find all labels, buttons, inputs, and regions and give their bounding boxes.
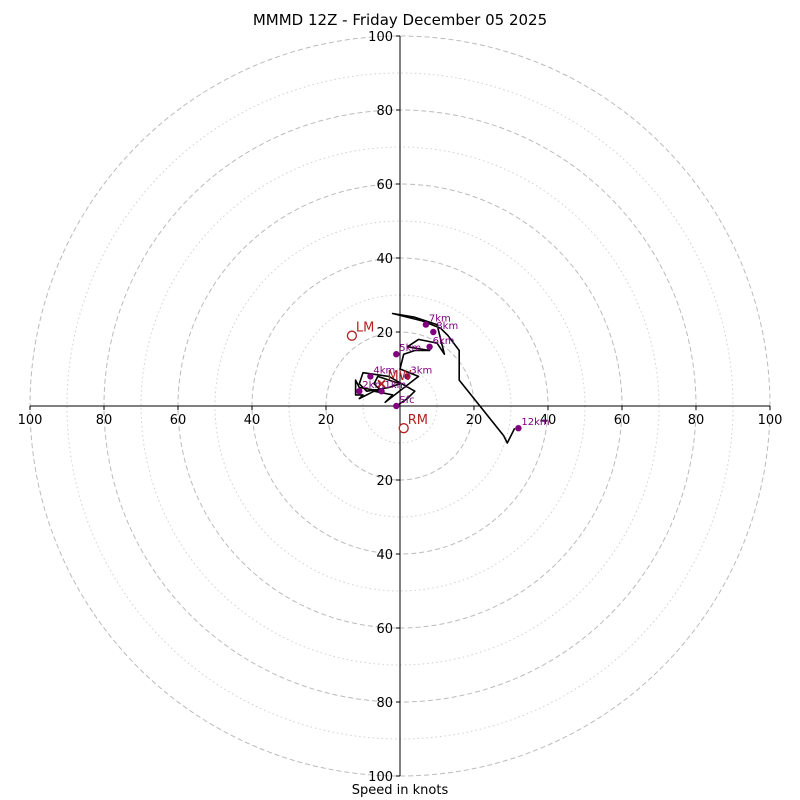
y-tick-label: 60 bbox=[376, 178, 393, 193]
height-marker-label: 6km bbox=[433, 336, 455, 347]
chart-title: MMMD 12Z - Friday December 05 2025 bbox=[252, 11, 548, 29]
height-marker-dot bbox=[367, 373, 374, 380]
mean-wind-marker bbox=[377, 379, 386, 388]
height-marker-label: 8km bbox=[436, 321, 458, 332]
height-marker-label: 1km bbox=[385, 380, 407, 391]
height-marker-label: 7km bbox=[429, 314, 451, 325]
height-marker-dot bbox=[422, 321, 430, 328]
height-marker-dot bbox=[393, 402, 400, 410]
height-marker-label: 2km bbox=[362, 380, 384, 391]
storm-motion-marker bbox=[398, 423, 409, 434]
storm-motion-label: LM bbox=[356, 321, 374, 336]
storm-motion-marker bbox=[346, 330, 358, 341]
height-marker-dot bbox=[426, 343, 433, 350]
tick-labels: 100 80 60 40 20 20 40 60 80 100 100 80 60 40 20 20 40 60 8… bbox=[18, 30, 783, 785]
height-marker-dot bbox=[430, 328, 437, 336]
y-tick-label: 20 bbox=[376, 474, 393, 489]
y-tick-label: 40 bbox=[376, 252, 393, 267]
height-marker-label: 5km bbox=[399, 343, 421, 354]
storm-motion-label: RM bbox=[408, 413, 428, 428]
y-tick-label: 40 bbox=[376, 548, 393, 563]
y-tick-label: 100 bbox=[368, 770, 393, 785]
axes bbox=[30, 36, 770, 776]
y-tick-label: 60 bbox=[376, 622, 393, 637]
height-marker-label: 12km bbox=[521, 417, 549, 428]
x-tick-label: 40 bbox=[244, 413, 261, 428]
x-tick-label: 100 bbox=[18, 413, 43, 428]
x-tick-label: 20 bbox=[466, 413, 483, 428]
height-marker-label: 4km bbox=[373, 365, 395, 376]
height-marker-dot bbox=[515, 425, 522, 432]
storm-motion-markers: LM RM MW bbox=[346, 321, 428, 434]
x-tick-label: 100 bbox=[758, 413, 783, 428]
x-tick-label: 60 bbox=[170, 413, 187, 428]
y-tick-label: 80 bbox=[376, 104, 393, 119]
height-marker-dot bbox=[356, 388, 363, 395]
x-tick-label: 80 bbox=[688, 413, 705, 428]
x-tick-label: 20 bbox=[318, 413, 335, 428]
y-tick-label: 100 bbox=[368, 30, 393, 45]
wind-profile-line bbox=[354, 312, 516, 444]
x-tick-label: 80 bbox=[96, 413, 113, 428]
x-tick-label: 40 bbox=[540, 413, 557, 428]
x-axis-label: Speed in knots bbox=[351, 783, 449, 798]
y-tick-label: 80 bbox=[376, 696, 393, 711]
height-marker-label: Sfc bbox=[399, 395, 414, 406]
height-marker-dot bbox=[393, 351, 400, 358]
y-tick-label: 20 bbox=[376, 326, 393, 341]
height-marker-label: 3km bbox=[410, 365, 432, 376]
wind-trace bbox=[354, 312, 516, 444]
height-marker-dot bbox=[404, 373, 411, 380]
storm-motion-label: MW bbox=[388, 369, 412, 384]
height-marker-dot bbox=[378, 388, 385, 395]
x-tick-label: 60 bbox=[614, 413, 631, 428]
